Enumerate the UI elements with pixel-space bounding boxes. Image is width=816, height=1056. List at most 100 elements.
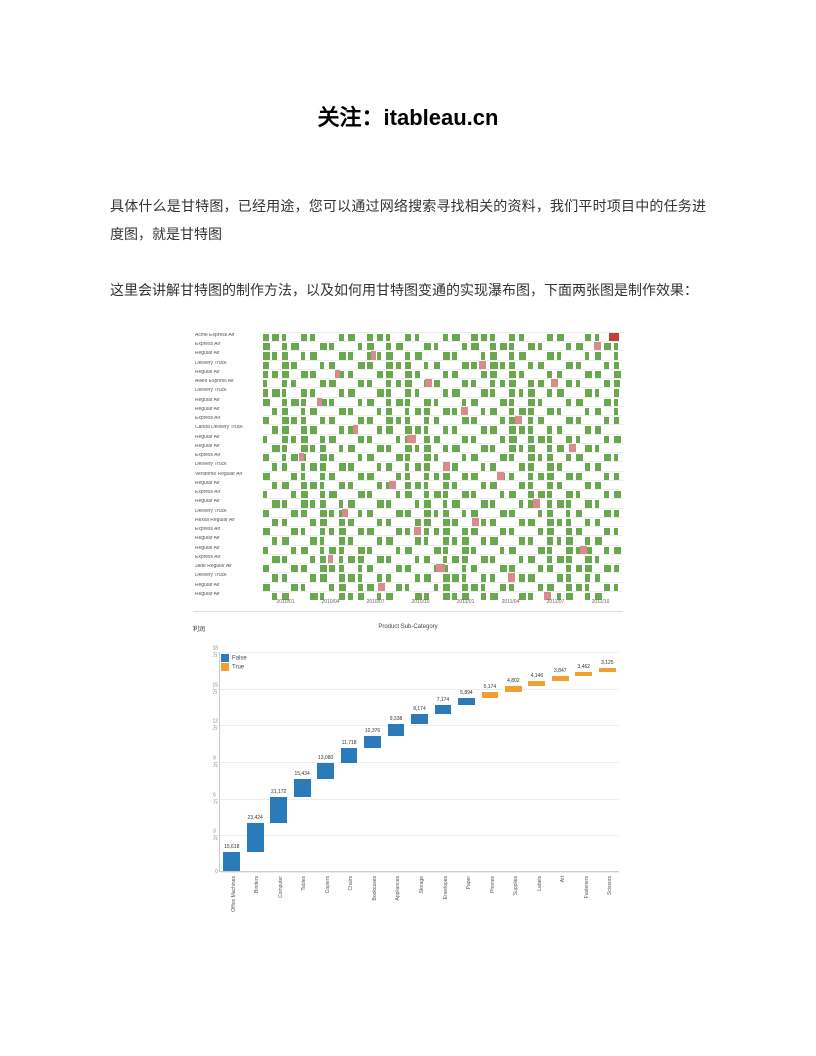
gantt-bar [509,491,516,498]
gantt-bar [301,565,307,572]
gantt-bar [604,454,611,461]
waterfall-x-label: Binders [254,876,260,893]
gantt-bar-highlight [299,453,304,461]
gantt-bar [358,436,365,443]
gantt-bar [566,417,573,424]
gantt-chart: Acme Express Air Express Air Regular Air… [193,332,623,612]
gantt-bar [424,454,431,461]
gantt-bar-highlight [551,379,558,387]
gantt-bar [614,454,619,461]
gantt-bar [509,371,516,378]
waterfall-gridline [220,689,619,690]
gantt-row-label: Express Air [195,555,260,560]
gantt-bar [396,454,403,461]
gantt-bar [490,426,497,433]
gantt-bar [329,584,334,591]
gantt-x-tick: 2010/01 [276,599,294,605]
gantt-bar [538,436,545,443]
gantt-bar [566,436,572,443]
gantt-bar [415,482,422,489]
waterfall-bar-label: 15,618 [224,844,239,850]
gantt-bar [481,408,485,415]
gantt-bar [329,380,336,387]
gantt-bar [301,445,308,452]
gantt-bar [443,352,450,359]
gantt-bar [396,565,403,572]
gantt-bar [386,334,390,341]
gantt-bar [481,556,488,563]
gantt-bar [282,445,287,452]
gantt-bar [452,537,456,544]
gantt-bar [595,500,599,507]
waterfall-x-label: Envelopes [443,876,449,899]
gantt-row [263,434,623,443]
waterfall-x-label: Office Machines [231,876,237,912]
gantt-bar [452,556,459,563]
gantt-bar [310,463,316,470]
gantt-bar [396,380,401,387]
waterfall-x-axis: Office MachinesBindersComputerTablesCopi… [219,872,619,932]
gantt-bar [509,565,515,572]
gantt-bar [443,537,449,544]
gantt-bar [386,519,391,526]
gantt-x-tick: 2011/01 [457,599,475,605]
gantt-bar [519,519,525,526]
gantt-bar [367,417,373,424]
gantt-bar [320,528,325,535]
gantt-bar [547,482,553,489]
title-brand: itableau.cn [384,105,499,130]
gantt-bar [396,510,403,517]
gantt-bar [396,343,403,350]
gantt-bar [443,510,449,517]
gantt-bar [339,426,345,433]
gantt-bar [538,417,544,424]
waterfall-bar-label: 10,376 [365,728,380,734]
gantt-bar [519,482,525,489]
gantt-bar [481,584,485,591]
gantt-bar [386,352,392,359]
waterfall-x-label: Storage [419,876,425,894]
gantt-bar [301,352,305,359]
gantt-row-label: Regular Air [195,481,260,486]
gantt-bar [566,584,572,591]
gantt-bar [604,399,611,406]
gantt-bar [320,473,325,480]
gantt-bar [282,343,287,350]
gantt-bar [471,528,478,535]
gantt-bar [367,547,371,554]
gantt-bar [614,343,618,350]
gantt-bar [339,565,344,572]
gantt-bar [604,436,609,443]
gantt-bar [415,445,419,452]
waterfall-y-label: 15万 [212,682,220,695]
gantt-bar [585,482,591,489]
gantt-bar [329,343,333,350]
gantt-bar [443,519,450,526]
gantt-row [263,517,623,526]
gantt-bar [547,473,554,480]
gantt-bar [547,528,554,535]
gantt-bar [585,556,592,563]
gantt-row [263,452,623,461]
gantt-bar [291,362,296,369]
gantt-bar [291,528,297,535]
gantt-row-label: Vendome Regular Air [195,472,260,477]
waterfall-bar: 3,847 [552,676,569,681]
gantt-bar [282,463,287,470]
gantt-row-label: Regular Air [195,351,260,356]
gantt-bar [405,399,410,406]
gantt-bar [367,399,374,406]
gantt-bar [348,537,352,544]
gantt-bar [386,574,391,581]
gantt-bar [348,445,355,452]
waterfall-bar: 5,174 [482,692,499,698]
gantt-bar [614,380,621,387]
gantt-bar [386,463,392,470]
gantt-bar [566,399,570,406]
gantt-bar [614,491,621,498]
gantt-bar [528,408,534,415]
gantt-row-label: Canda Delivery Truck [195,425,260,430]
waterfall-bar: 7,174 [435,705,452,714]
gantt-bar [481,445,488,452]
gantt-bar [415,463,421,470]
